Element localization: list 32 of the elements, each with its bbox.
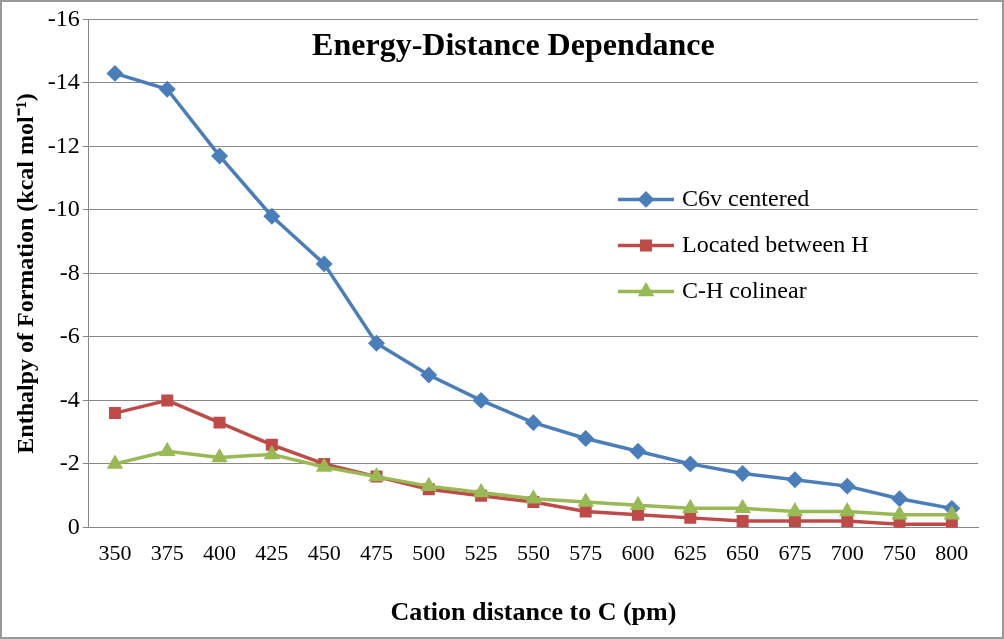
y-axis-title: Enthalpy of Formation (kcal mol⁻¹) — [11, 93, 38, 454]
x-tick-label: 375 — [150, 540, 184, 566]
x-tick-label: 675 — [778, 540, 812, 566]
x-tick-label: 500 — [412, 540, 446, 566]
x-tick-label: 400 — [203, 540, 237, 566]
x-tick-label: 550 — [516, 540, 550, 566]
y-tick-label: -8 — [59, 258, 80, 285]
y-tick-label: 0 — [67, 512, 80, 539]
x-tick-label: 450 — [307, 540, 341, 566]
y-tick-label: -2 — [59, 449, 80, 476]
y-tick-label: -12 — [47, 131, 80, 158]
chart-title: Energy-Distance Dependance — [312, 25, 715, 62]
x-tick-label: 700 — [830, 540, 864, 566]
y-tick-label: -14 — [47, 68, 80, 95]
x-tick-label: 800 — [935, 540, 969, 566]
x-tick-label: 650 — [726, 540, 760, 566]
y-tick-label: -10 — [47, 195, 80, 222]
x-tick-label: 600 — [621, 540, 655, 566]
x-tick-label: 525 — [464, 540, 498, 566]
legend-label: C6v centered — [682, 184, 810, 211]
x-tick-label: 475 — [359, 540, 393, 566]
legend-label: Located between H — [682, 230, 869, 257]
x-tick-label: 750 — [883, 540, 917, 566]
y-tick-label: -4 — [59, 385, 80, 412]
x-tick-label: 350 — [98, 540, 132, 566]
x-axis-title: Cation distance to C (pm) — [390, 597, 677, 627]
x-tick-label: 575 — [569, 540, 603, 566]
y-tick-label: -6 — [59, 322, 80, 349]
legend-label: C-H colinear — [682, 276, 807, 303]
y-tick-label: -16 — [47, 4, 80, 31]
x-tick-label: 625 — [673, 540, 707, 566]
x-tick-label: 425 — [255, 540, 289, 566]
